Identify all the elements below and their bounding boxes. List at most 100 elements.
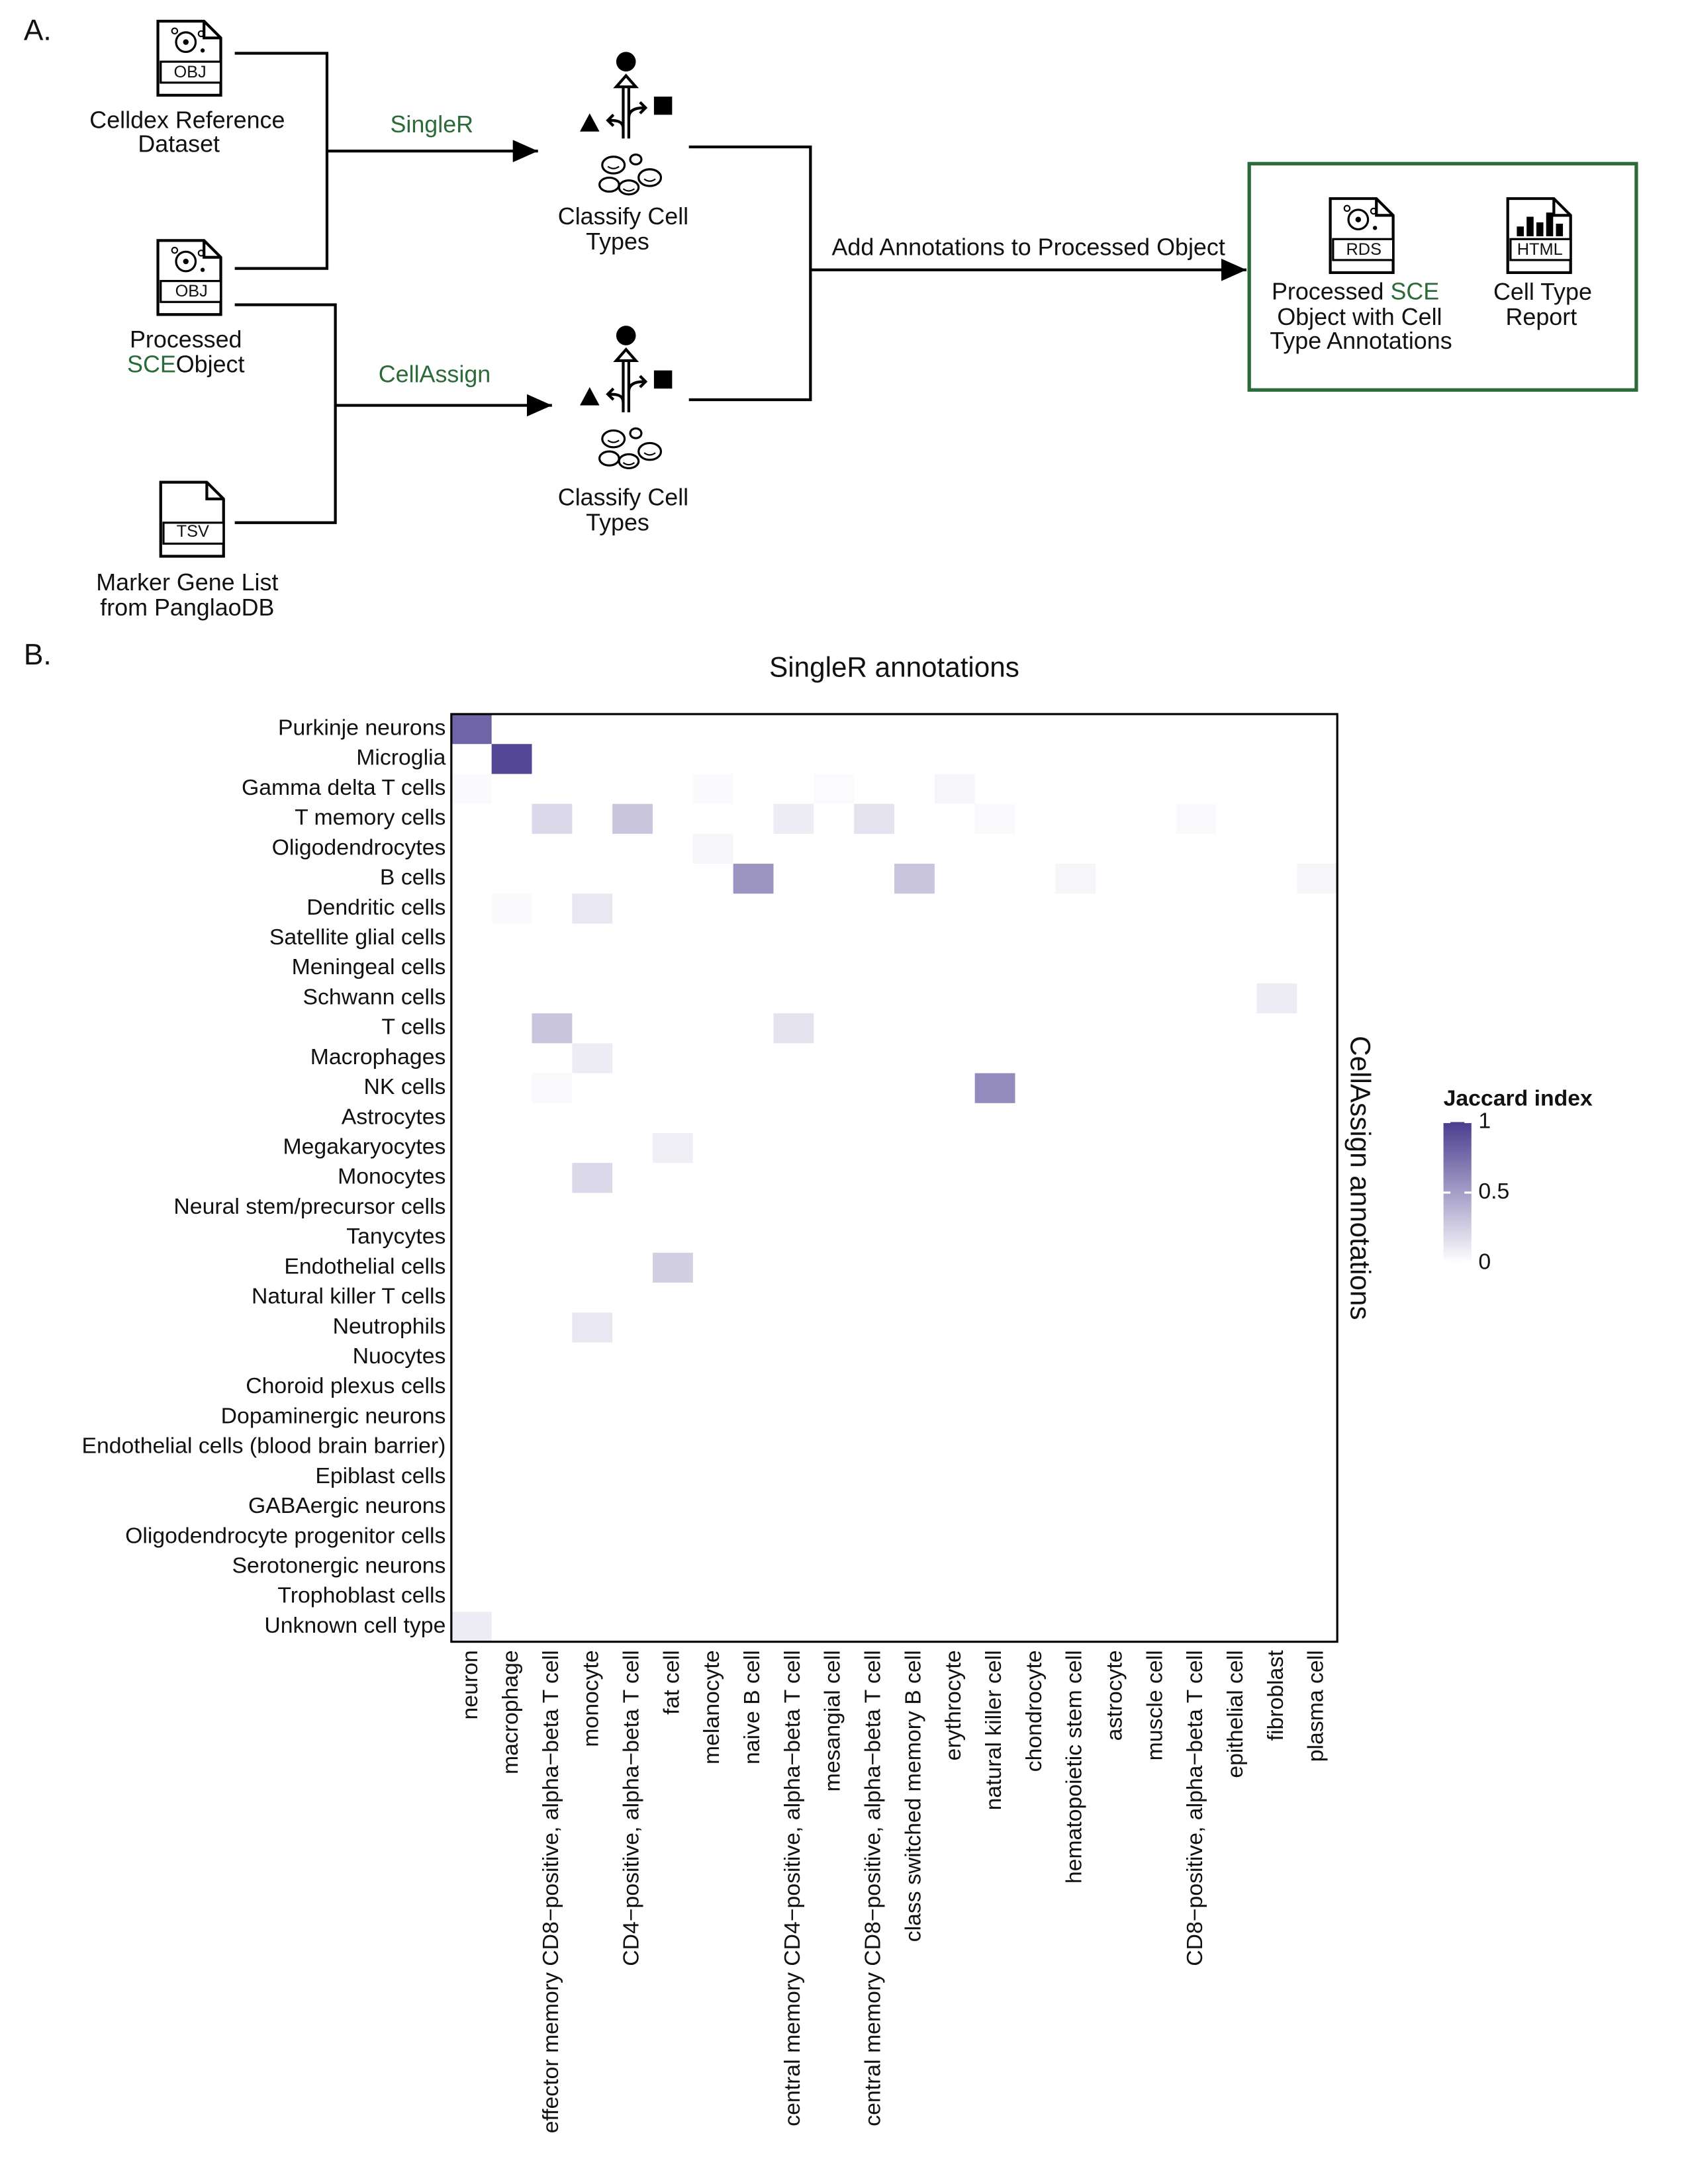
heatmap-cell (894, 1013, 935, 1044)
heatmap-cell (1216, 1163, 1258, 1194)
heatmap-cell (894, 1312, 935, 1343)
heatmap-cell (1055, 803, 1096, 835)
heatmap-cell (814, 1193, 855, 1224)
heatmap-cell (773, 1312, 814, 1343)
heatmap-cell (773, 833, 814, 864)
heatmap-cell (1015, 1013, 1056, 1044)
heatmap-cell (612, 1103, 653, 1134)
heatmap-cell (1055, 953, 1096, 984)
heatmap-cell (1135, 1193, 1177, 1224)
heatmap-cell (572, 1522, 613, 1553)
heatmap-cell (692, 744, 734, 775)
heatmap-cell (854, 1492, 895, 1523)
heatmap-cell (814, 1013, 855, 1044)
node-label: Cell Type (1493, 279, 1592, 305)
heatmap-cell (974, 774, 1016, 805)
heatmap-cell (1176, 1492, 1217, 1523)
heatmap-cell (773, 803, 814, 835)
heatmap-cell (733, 1612, 774, 1643)
heatmap-cell (612, 1222, 653, 1253)
heatmap-cell (692, 1252, 734, 1283)
heatmap-cell (652, 864, 694, 894)
heatmap-cell (733, 1432, 774, 1463)
heatmap-cell (1176, 803, 1217, 835)
heatmap-cell (1096, 1612, 1137, 1643)
heatmap-cell (532, 983, 573, 1014)
heatmap-cell (572, 1222, 613, 1253)
heatmap-cell (854, 864, 895, 894)
heatmap-cell (1256, 864, 1297, 894)
heatmap-cell (451, 1342, 492, 1373)
heatmap-cell (814, 1163, 855, 1194)
heatmap-cell (532, 923, 573, 954)
heatmap-cell (934, 953, 976, 984)
heatmap-cell (773, 923, 814, 954)
node-label: Types (586, 509, 649, 535)
heatmap-cell (1216, 833, 1258, 864)
heatmap-cell (894, 1222, 935, 1253)
x-tick-label: mesangial cell (820, 1650, 845, 1792)
node-label: Classify Cell (558, 203, 688, 230)
heatmap-cell (1176, 833, 1217, 864)
heatmap-cell (1135, 1013, 1177, 1044)
heatmap-cell (814, 1582, 855, 1613)
heatmap-cell (1297, 1342, 1338, 1373)
heatmap-cell (1096, 1163, 1137, 1194)
heatmap-cell (532, 1222, 573, 1253)
heatmap-cell (451, 744, 492, 775)
heatmap-cell (1297, 1612, 1338, 1643)
heatmap-cell (773, 1492, 814, 1523)
heatmap-cell (733, 1522, 774, 1553)
y-tick-label: Neutrophils (333, 1314, 446, 1339)
heatmap-cell (1096, 1342, 1137, 1373)
heatmap-cell (733, 774, 774, 805)
heatmap-cell (894, 833, 935, 864)
heatmap-cell (894, 1342, 935, 1373)
heatmap-cell (1297, 1193, 1338, 1224)
heatmap-cell (532, 1402, 573, 1433)
heatmap-cell (692, 1432, 734, 1463)
heatmap-cell (491, 864, 533, 894)
heatmap-cell (854, 1013, 895, 1044)
heatmap-cell (532, 1163, 573, 1194)
edge-label: Add Annotations to Processed Object (831, 234, 1225, 261)
heatmap-cell (814, 983, 855, 1014)
heatmap-cell (733, 744, 774, 775)
y-tick-label: Satellite glial cells (269, 925, 446, 950)
heatmap-cell (1297, 953, 1338, 984)
heatmap-cell (733, 983, 774, 1014)
heatmap-cell (1176, 1312, 1217, 1343)
heatmap-cell (1297, 1283, 1338, 1313)
heatmap-cell (1096, 1522, 1137, 1553)
x-tick-label: epithelial cell (1223, 1650, 1248, 1778)
heatmap-cell (894, 1103, 935, 1134)
icon-label: HTML (1517, 240, 1563, 259)
heatmap-cell (773, 1552, 814, 1582)
input-icon (158, 240, 221, 314)
heatmap-cell (451, 803, 492, 835)
heatmap-cell (652, 923, 694, 954)
heatmap-cell (491, 1222, 533, 1253)
heatmap-cell (974, 1073, 1016, 1104)
x-tick-label: central memory CD4−positive, alpha−beta … (780, 1650, 805, 2126)
heatmap-cell (773, 1372, 814, 1403)
heatmap-cell (1256, 1013, 1297, 1044)
x-tick-label: neuron (457, 1650, 483, 1719)
heatmap-cell (572, 1342, 613, 1373)
heatmap-cell (814, 713, 855, 745)
heatmap-cell (1135, 1402, 1177, 1433)
x-tick-label: chondrocyte (1021, 1650, 1047, 1772)
heatmap-cell (652, 1222, 694, 1253)
heatmap-cell (934, 774, 976, 805)
heatmap-cell (1055, 1073, 1096, 1104)
heatmap-cell (532, 1103, 573, 1134)
heatmap-cell (974, 744, 1016, 775)
x-tick-label: fat cell (659, 1650, 684, 1715)
heatmap-cell (451, 1283, 492, 1313)
heatmap-cell (652, 1252, 694, 1283)
heatmap-cell (854, 1612, 895, 1643)
heatmap-cell (612, 1013, 653, 1044)
heatmap-cell (814, 744, 855, 775)
heatmap-cell (1297, 1462, 1338, 1493)
